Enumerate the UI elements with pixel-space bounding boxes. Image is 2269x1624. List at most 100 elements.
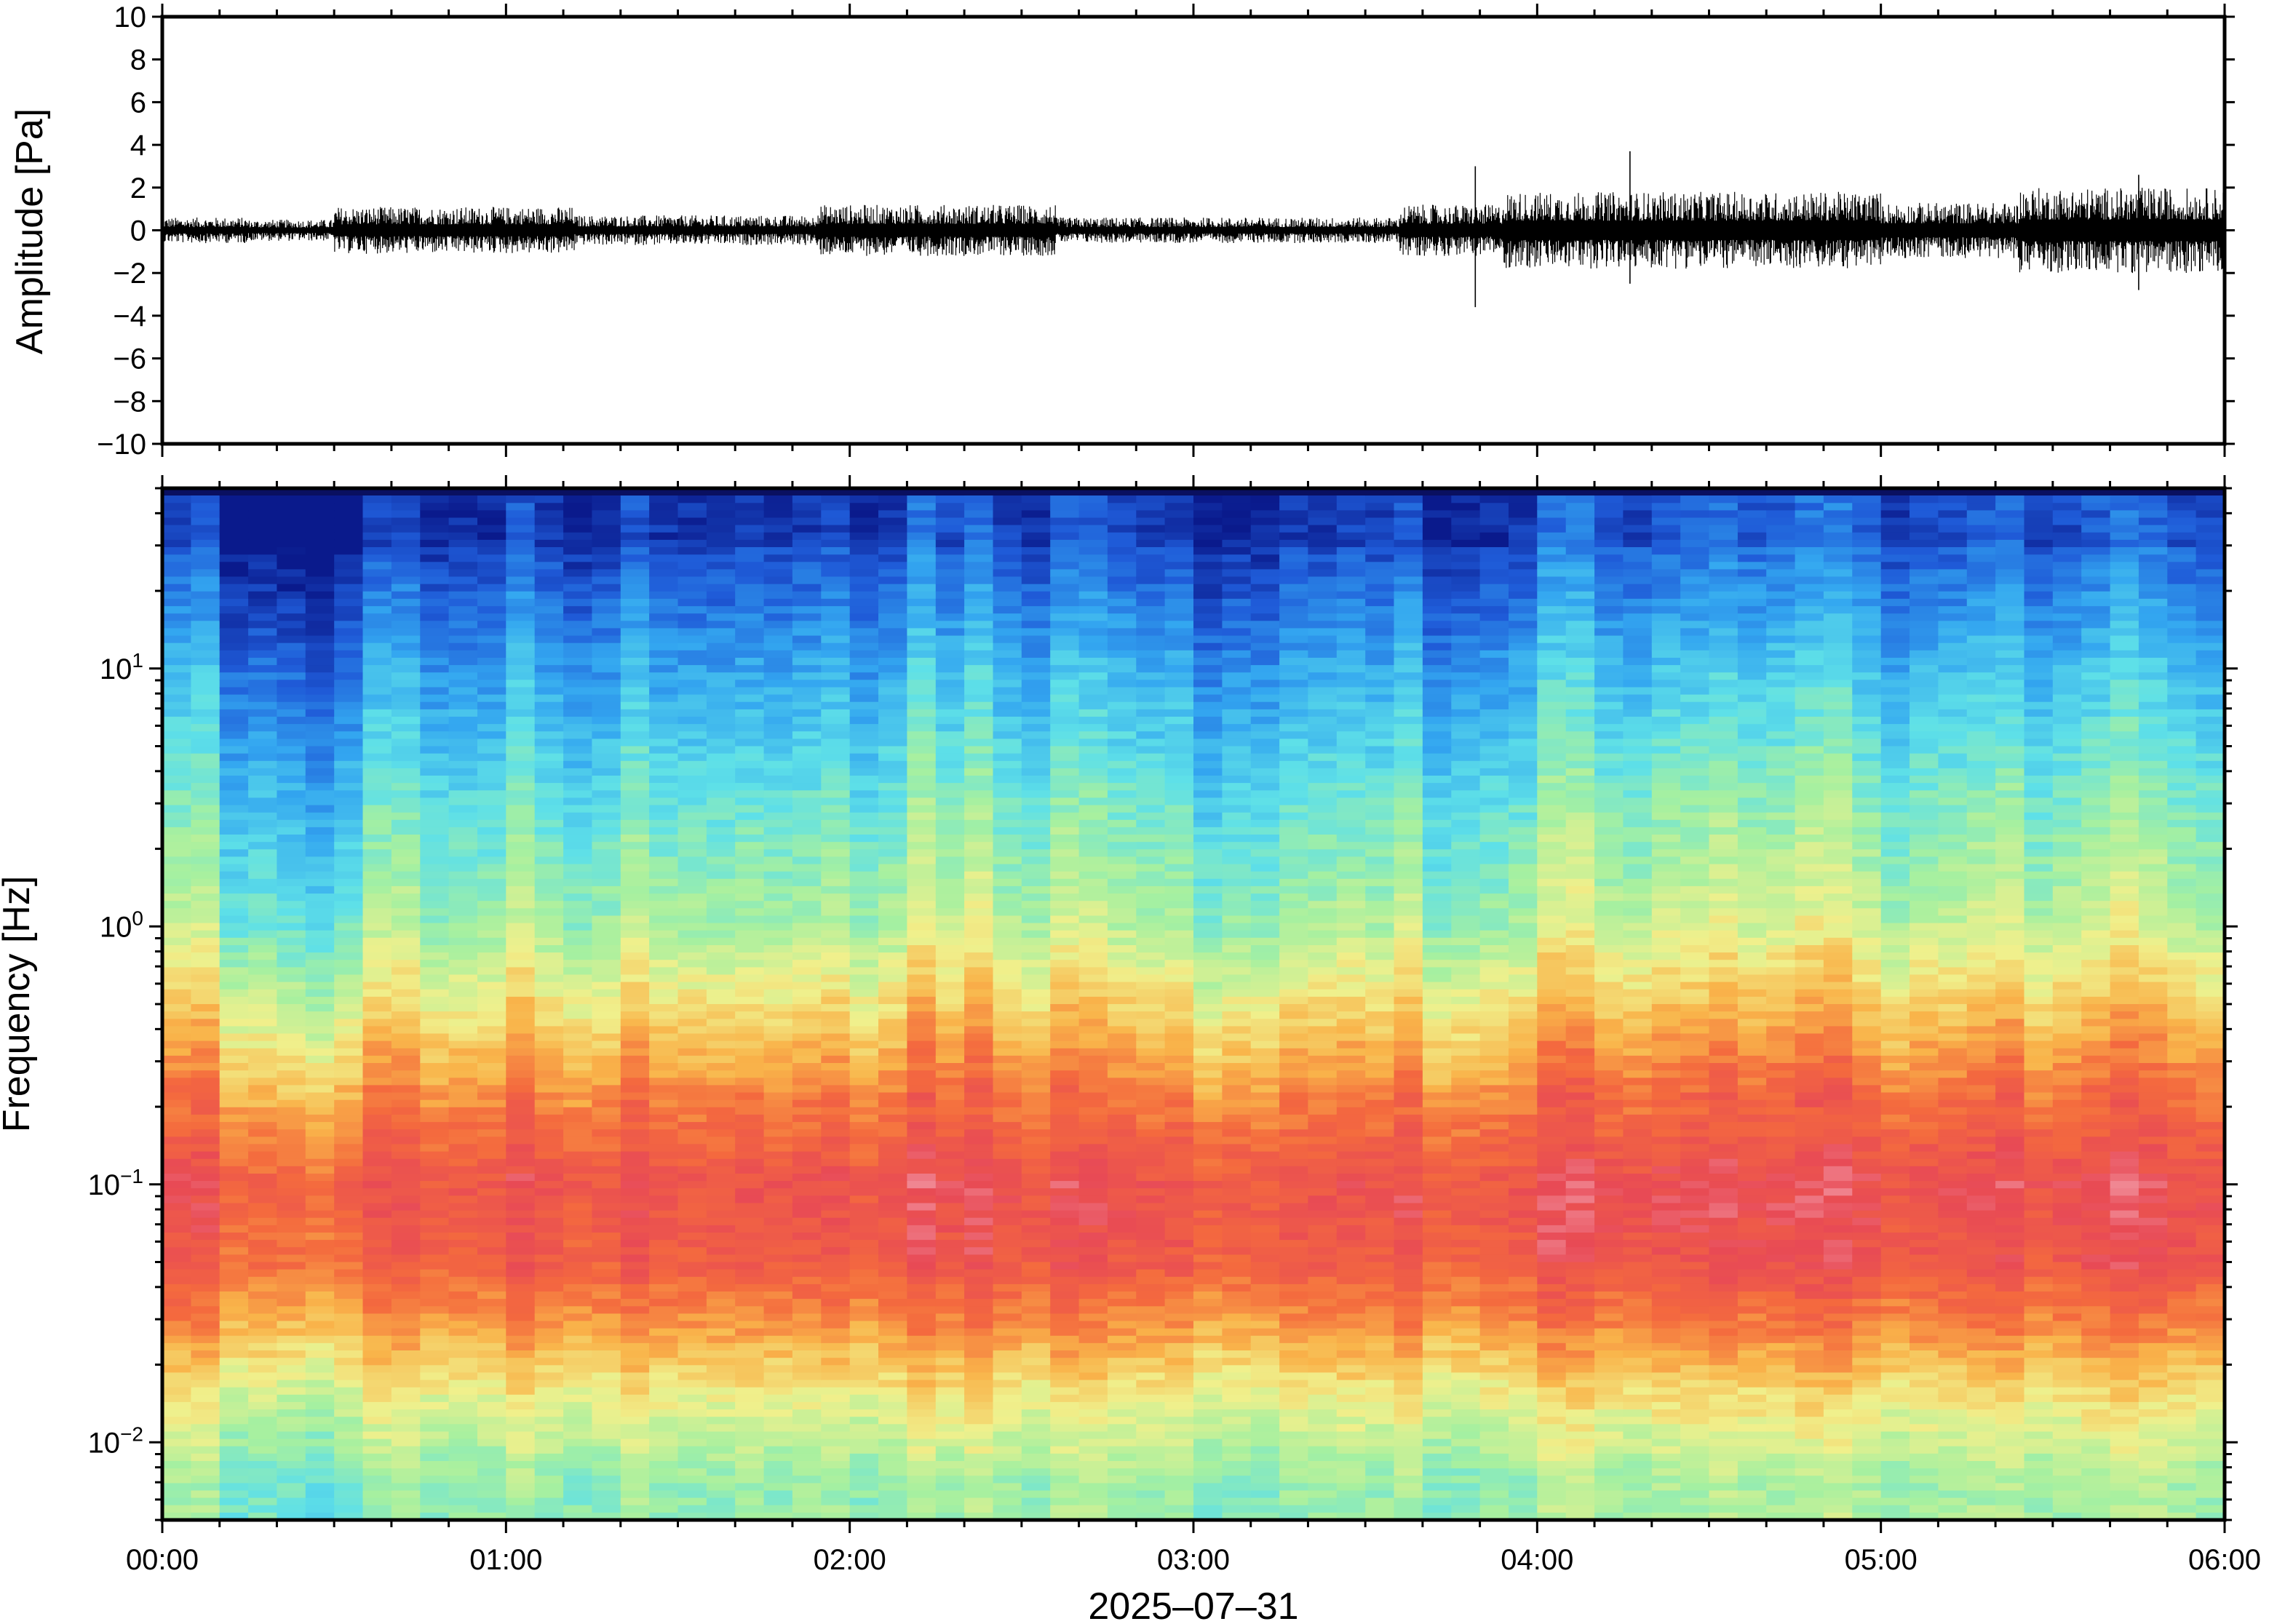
spectrogram-cell (191, 805, 220, 813)
spectrogram-cell (1050, 1129, 1080, 1138)
spectrogram-cell (420, 569, 450, 578)
spectrogram-cell (191, 901, 220, 909)
spectrogram-cell (248, 628, 278, 637)
spectrogram-cell (448, 908, 478, 917)
spectrogram-cell (649, 1158, 679, 1167)
spectrogram-cell (448, 694, 478, 703)
spectrogram-cell (420, 1254, 450, 1263)
spectrogram-cell (162, 1210, 192, 1219)
spectrogram-cell (677, 1417, 707, 1425)
spectrogram-cell (506, 672, 536, 681)
spectrogram-cell (334, 709, 364, 717)
spectrogram-cell (1021, 1158, 1051, 1167)
spectrogram-cell (735, 1240, 765, 1248)
spectrogram-cell (1107, 495, 1137, 503)
spectrogram-cell (362, 687, 392, 696)
spectrogram-cell (1078, 790, 1108, 799)
spectrogram-cell (162, 1306, 192, 1315)
spectrogram-cell (620, 790, 650, 799)
spectrogram-cell (878, 1365, 908, 1374)
spectrogram-cell (362, 1358, 392, 1366)
spectrogram-cell (821, 1431, 851, 1440)
spectrogram-cell (677, 1313, 707, 1322)
spectrogram-cell (1136, 783, 1166, 791)
spectrogram-cell (506, 827, 536, 835)
spectrogram-cell (849, 1342, 879, 1351)
spectrogram-cell (878, 576, 908, 585)
spectrogram-cell (506, 1365, 536, 1374)
spectrogram-cell (1078, 1181, 1108, 1189)
spectrogram-cell (964, 812, 994, 821)
spectrogram-cell (191, 547, 220, 555)
spectrogram-cell (506, 1299, 536, 1307)
spectrogram-cell (162, 812, 192, 821)
spectrogram-cell (935, 1321, 965, 1329)
spectrogram-cell (1136, 694, 1166, 703)
spectrogram-cell (506, 878, 536, 887)
spectrogram-cell (334, 960, 364, 968)
spectrogram-cell (362, 562, 392, 570)
spectrogram-cell (1021, 503, 1051, 512)
spectrogram-cell (305, 1040, 335, 1049)
spectrogram-cell (964, 1483, 994, 1492)
spectrogram-cell (1107, 1409, 1137, 1417)
spectrogram-cell (362, 569, 392, 578)
spectrogram-cell (735, 1262, 765, 1270)
spectrogram-cell (993, 871, 1022, 880)
spectrogram-cell (420, 1166, 450, 1174)
spectrogram-cell (792, 1233, 822, 1241)
spectrogram-cell (792, 1195, 822, 1204)
spectrogram-cell (391, 842, 421, 851)
spectrogram-cell (763, 1019, 793, 1027)
spectrogram-cell (1050, 503, 1080, 512)
spectrogram-cell (477, 1468, 507, 1476)
spectrogram-cell (448, 901, 478, 909)
spectrogram-cell (1050, 1424, 1080, 1433)
spectrogram-cell (448, 842, 478, 851)
spectrogram-cell (506, 849, 536, 858)
spectrogram-cell (1050, 893, 1080, 901)
spectrogram-cell (706, 1158, 736, 1167)
spectrogram-cell (878, 1085, 908, 1094)
spectrogram-cell (191, 672, 220, 681)
spectrogram-cell (706, 960, 736, 968)
spectrogram-cell (1078, 967, 1108, 976)
spectrogram-cell (1050, 1328, 1080, 1337)
spectrogram-cell (649, 1483, 679, 1492)
spectrogram-cell (821, 1092, 851, 1101)
spectrogram-cell (506, 1342, 536, 1351)
spectrogram-cell (620, 1461, 650, 1469)
spectrogram-cell (248, 1144, 278, 1153)
spectrogram-cell (735, 731, 765, 740)
spectrogram-cell (362, 1299, 392, 1307)
spectrogram-cell (162, 503, 192, 512)
spectrogram-cell (620, 952, 650, 960)
spectrogram-cell (1136, 901, 1166, 909)
spectrogram-cell (420, 731, 450, 740)
spectrogram-cell (878, 923, 908, 931)
spectrogram-cell (334, 1350, 364, 1358)
spectrogram-cell (362, 1424, 392, 1433)
spectrogram-cell (649, 503, 679, 512)
spectrogram-cell (1136, 1210, 1166, 1219)
spectrogram-cell (1136, 687, 1166, 696)
spectrogram-cell (1021, 989, 1051, 998)
spectrogram-cell (248, 613, 278, 622)
spectrogram-cell (362, 1342, 392, 1351)
spectrogram-cell (677, 547, 707, 555)
spectrogram-cell (1136, 1026, 1166, 1035)
spectrogram-cell (677, 967, 707, 976)
spectrogram-cell (534, 510, 564, 519)
spectrogram-cell (677, 835, 707, 843)
spectrogram-cell (649, 849, 679, 858)
spectrogram-cell (563, 1476, 593, 1484)
spectrogram-cell (305, 1070, 335, 1079)
spectrogram-cell (420, 893, 450, 901)
spectrogram-cell (334, 915, 364, 924)
spectrogram-cell (649, 952, 679, 960)
spectrogram-cell (305, 1328, 335, 1337)
spectrogram-cell (620, 621, 650, 629)
spectrogram-cell (878, 856, 908, 865)
spectrogram-cell (191, 1137, 220, 1145)
spectrogram-cell (821, 1233, 851, 1241)
